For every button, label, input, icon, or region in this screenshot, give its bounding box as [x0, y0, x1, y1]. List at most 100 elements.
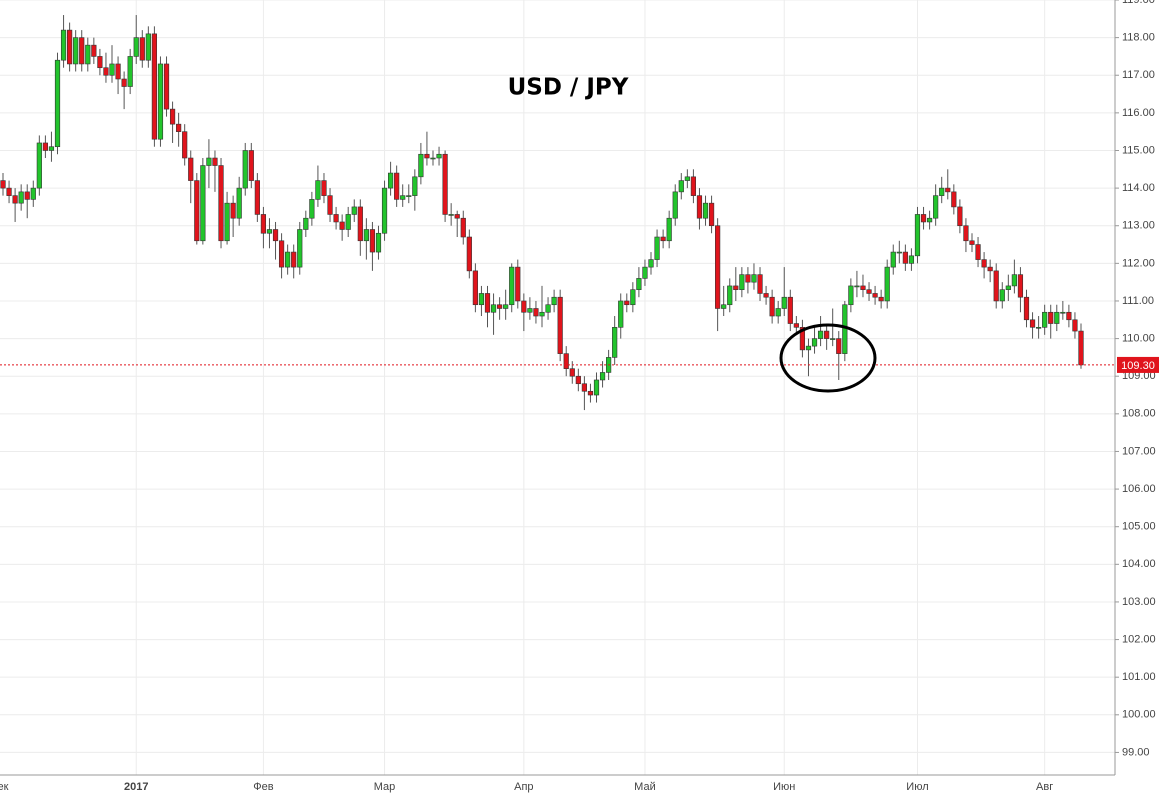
candle-body — [545, 304, 551, 313]
y-tick-label: 101.00 — [1122, 671, 1156, 683]
x-tick-label: Авг — [1036, 781, 1053, 793]
candle-body — [254, 180, 260, 215]
candle-body — [751, 274, 757, 283]
y-tick-label: 117.00 — [1122, 69, 1155, 81]
x-tick-label: ек — [0, 781, 9, 793]
candle-body — [303, 217, 309, 230]
candle-body — [969, 240, 975, 245]
candle-body — [624, 300, 630, 306]
candle-body — [527, 308, 533, 313]
candle-body — [188, 157, 194, 181]
candle-body — [497, 304, 503, 309]
candle-body — [242, 150, 248, 189]
candle-body — [109, 63, 115, 76]
candle-body — [884, 266, 890, 302]
y-tick-label: 104.00 — [1122, 558, 1156, 570]
candle-body — [18, 191, 24, 204]
candle-body — [575, 375, 581, 385]
candle-body — [1005, 285, 1011, 290]
candle-body — [975, 244, 981, 260]
candle-body — [60, 29, 67, 61]
candle-body — [660, 236, 666, 242]
candle-body — [442, 153, 448, 215]
candle-body — [394, 172, 400, 200]
candle-body — [951, 191, 957, 208]
candle-body — [363, 229, 369, 242]
candle-body — [194, 180, 200, 242]
candle-body — [436, 153, 442, 159]
candle-body — [200, 165, 206, 242]
candle-body — [618, 300, 624, 328]
candle-body — [412, 176, 418, 196]
candle-body — [721, 304, 727, 309]
candle-body — [67, 29, 73, 65]
candle-body — [345, 214, 351, 230]
candle-body — [79, 37, 85, 65]
candle-body — [206, 157, 212, 166]
candle-body — [696, 195, 703, 219]
candle-body — [799, 327, 806, 351]
candle-body — [48, 146, 55, 151]
candle-body — [860, 285, 866, 290]
candle-body — [515, 266, 521, 302]
candle-body — [418, 153, 424, 178]
candle-body — [121, 78, 127, 87]
candle-body — [805, 345, 812, 351]
candle-body — [557, 296, 563, 354]
candle-body — [381, 187, 388, 234]
x-tick-label: 2017 — [124, 781, 148, 793]
candle-body — [478, 293, 485, 306]
candle-body — [654, 236, 660, 260]
candle-body — [1011, 274, 1017, 287]
candle-body — [454, 214, 460, 219]
candle-body — [151, 33, 158, 140]
candle-body — [272, 229, 279, 242]
candle-body — [854, 285, 860, 288]
candle-body — [945, 187, 951, 193]
candle-body — [1060, 311, 1066, 314]
candle-body — [297, 229, 303, 268]
candle-body — [787, 296, 793, 324]
candle-body — [472, 270, 478, 306]
candle-body — [715, 225, 721, 309]
candle-body — [521, 300, 527, 313]
candle-body — [424, 153, 430, 159]
candle-body — [1048, 311, 1054, 324]
candle-body — [291, 251, 297, 268]
candle-body — [781, 296, 787, 309]
candles — [0, 15, 1115, 411]
candle-body — [503, 304, 509, 309]
candle-body — [321, 180, 327, 196]
candle-body — [351, 206, 357, 215]
candle-body — [127, 56, 133, 87]
highlight-ellipse — [779, 323, 877, 393]
candle-body — [430, 157, 436, 160]
last-price-label: 109.30 — [1121, 360, 1155, 372]
candle-body — [0, 180, 6, 189]
candle-body — [466, 236, 472, 272]
candle-body — [684, 176, 690, 181]
candle-body — [309, 199, 315, 219]
candle-body — [612, 327, 618, 358]
candle-body — [757, 274, 763, 294]
y-tick-label: 108.00 — [1122, 408, 1156, 420]
candle-body — [769, 296, 775, 317]
candle-body — [727, 285, 733, 306]
candle-body — [327, 195, 333, 215]
candle-body — [569, 368, 575, 377]
candle-body — [460, 217, 466, 238]
candle-body — [939, 187, 945, 196]
y-tick-label: 111.00 — [1122, 295, 1154, 307]
candle-body — [375, 232, 382, 253]
candle-body — [133, 37, 139, 57]
x-tick-label: Мар — [374, 781, 396, 793]
candle-body — [357, 206, 363, 242]
candle-body — [830, 338, 836, 340]
candle-body — [690, 176, 697, 196]
y-tick-label: 105.00 — [1122, 521, 1156, 533]
candle-body — [1029, 319, 1036, 328]
candle-body — [539, 311, 545, 317]
candle-body — [157, 63, 164, 140]
